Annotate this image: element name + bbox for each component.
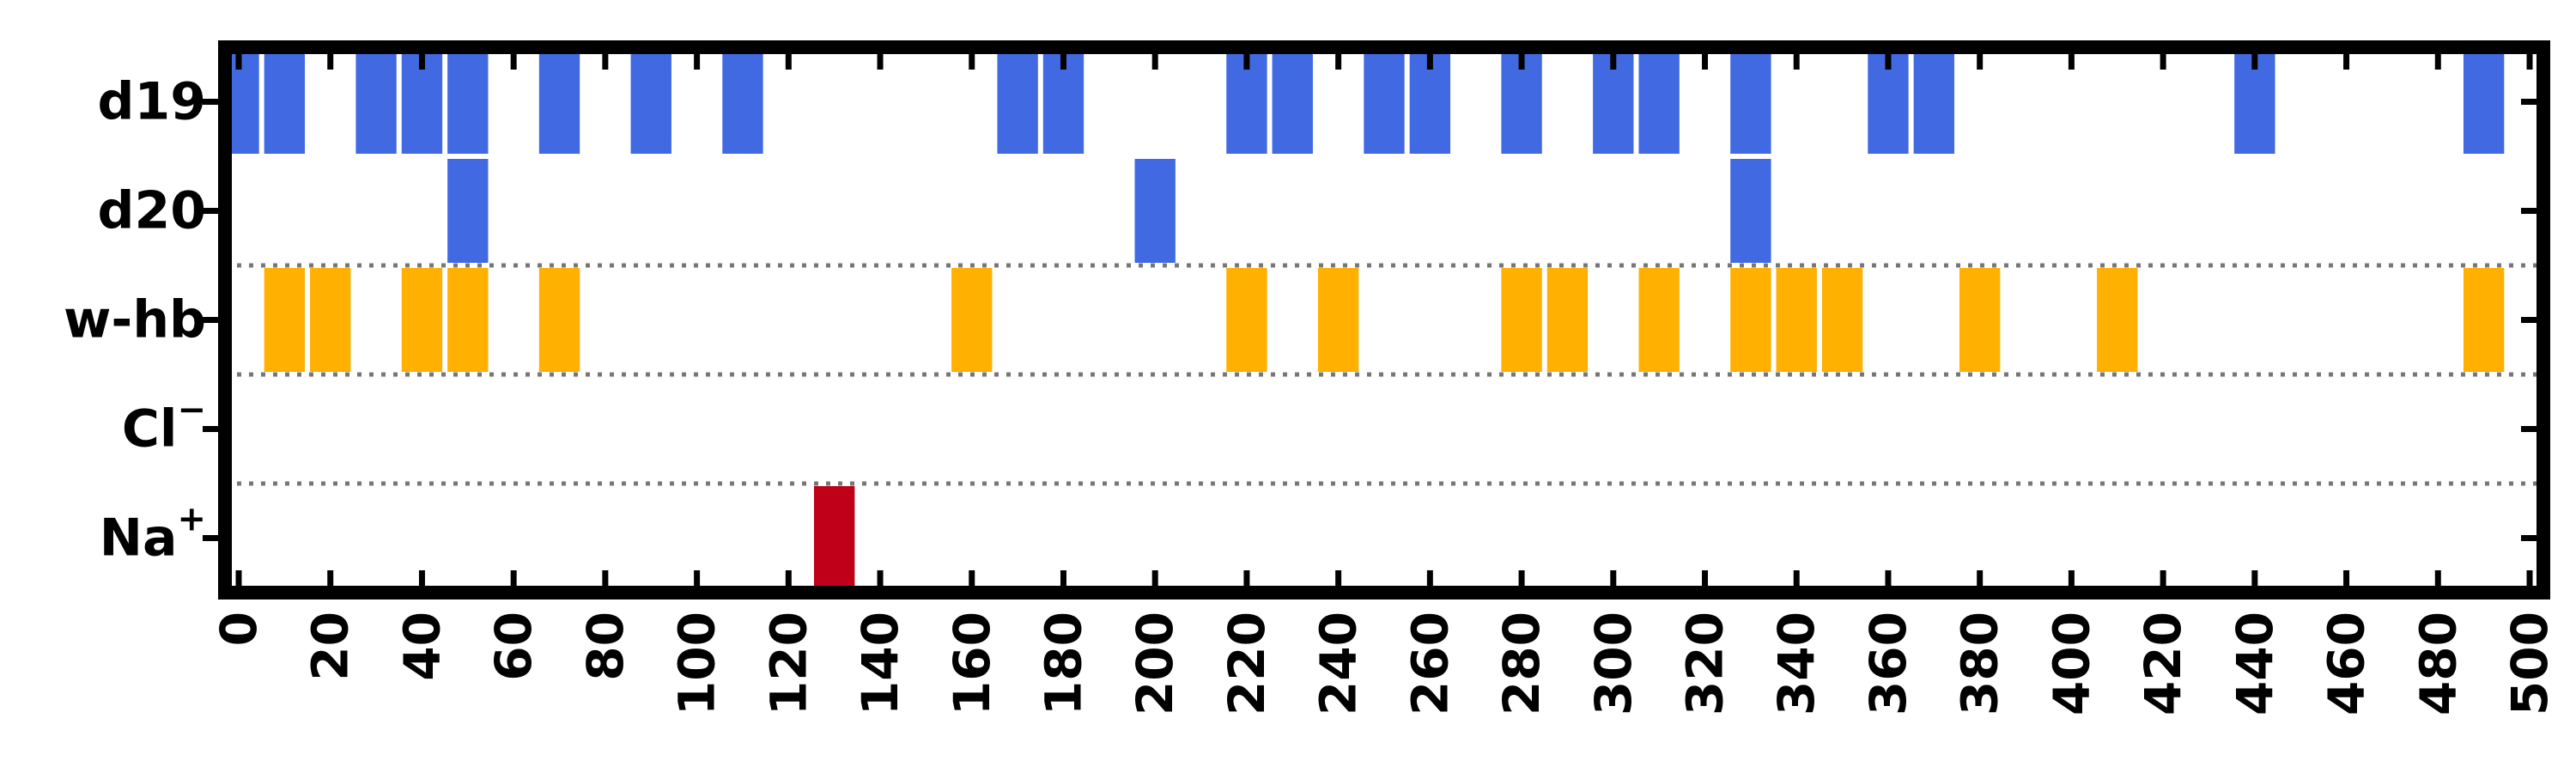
event-bar-d19: [264, 50, 306, 154]
event-bar-d19: [2463, 50, 2505, 154]
event-bar-na: [814, 486, 855, 590]
y-axis-labels: d19 d20 w-hb Cl− Na+: [64, 72, 206, 569]
event-bar-w-hb: [1546, 268, 1589, 372]
x-tick-label: 40: [392, 612, 451, 681]
event-bar-w-hb: [951, 268, 993, 372]
x-tick-label: 20: [301, 612, 360, 681]
event-bar-w-hb: [538, 268, 580, 372]
x-tick-label: 140: [851, 612, 909, 715]
y-tick-label: d20: [98, 181, 206, 241]
event-bar-w-hb: [1226, 268, 1267, 372]
event-bar-d19: [1913, 50, 1954, 154]
y-tick-label: w-hb: [64, 290, 206, 350]
x-tick-label: 0: [210, 612, 268, 646]
event-bar-d20: [1730, 159, 1771, 263]
event-bar-w-hb: [447, 268, 489, 372]
event-bar-w-hb: [1501, 268, 1542, 372]
y-tick-label: Na+: [100, 500, 206, 569]
x-tick-label: 260: [1400, 612, 1459, 715]
event-bars: [225, 50, 2505, 590]
y-tick-label: Cl−: [122, 391, 206, 460]
event-bar-w-hb: [1959, 268, 2001, 372]
event-bar-d19: [538, 50, 580, 154]
event-bar-w-hb: [401, 268, 443, 372]
x-tick-label: 60: [484, 612, 543, 681]
x-tick-label: 300: [1584, 612, 1643, 715]
event-bar-w-hb: [2463, 268, 2505, 372]
event-bar-d19: [1364, 50, 1405, 154]
event-bar-d19: [1638, 50, 1680, 154]
event-bar-d20: [447, 159, 489, 263]
event-bar-w-hb: [1821, 268, 1863, 372]
event-bar-d19: [997, 50, 1038, 154]
y-tick-label: d19: [98, 72, 206, 132]
x-axis-labels: 0 20 40 60 80 100 120 140 160 180 200 220 240 260 280 3…: [210, 612, 2559, 715]
event-bar-w-hb: [1776, 268, 1817, 372]
event-bar-d20: [1134, 159, 1176, 263]
event-bar-w-hb: [264, 268, 306, 372]
x-tick-label: 80: [576, 612, 635, 681]
event-bar-d19: [630, 50, 671, 154]
event-bar-w-hb: [1638, 268, 1680, 372]
x-tick-label: 220: [1218, 612, 1276, 715]
x-tick-label: 320: [1676, 612, 1735, 715]
x-tick-label: 240: [1309, 612, 1368, 715]
event-bar-d19: [355, 50, 397, 154]
x-tick-label: 180: [1034, 612, 1092, 715]
event-bar-w-hb: [2097, 268, 2138, 372]
event-bar-d19: [1272, 50, 1313, 154]
x-tick-label: 420: [2134, 612, 2192, 715]
x-tick-label: 500: [2500, 612, 2559, 715]
event-bar-d19: [447, 50, 489, 154]
x-tick-label: 360: [1859, 612, 1917, 715]
x-tick-label: 280: [1492, 612, 1551, 715]
event-bar-w-hb: [310, 268, 351, 372]
event-bar-d19: [1730, 50, 1771, 154]
x-tick-label: 440: [2226, 612, 2284, 715]
row-separators: [225, 263, 2543, 486]
x-tick-label: 120: [759, 612, 817, 715]
x-tick-label: 340: [1767, 612, 1826, 715]
x-tick-label: 380: [1951, 612, 2009, 715]
x-tick-label: 460: [2318, 612, 2376, 715]
event-bar-w-hb: [1730, 268, 1771, 372]
x-tick-label: 400: [2042, 612, 2100, 715]
x-tick-label: 480: [2409, 612, 2467, 715]
event-bar-w-hb: [1317, 268, 1359, 372]
event-bar-d19: [722, 50, 763, 154]
x-tick-label: 200: [1126, 612, 1184, 715]
x-tick-label: 160: [943, 612, 1001, 715]
plot-frame: [218, 40, 2550, 600]
x-tick-label: 100: [668, 612, 726, 715]
